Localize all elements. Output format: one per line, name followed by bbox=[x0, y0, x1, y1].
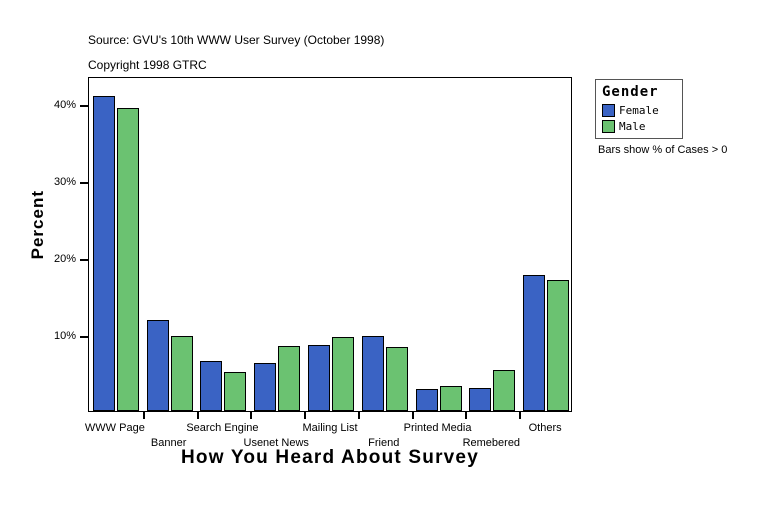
copyright-caption: Copyright 1998 GTRC bbox=[88, 58, 207, 72]
y-axis-tick-label: 10% bbox=[53, 329, 76, 342]
legend-item-female: Female bbox=[602, 103, 676, 117]
x-axis-label-remebered: Remebered bbox=[462, 437, 521, 449]
x-axis-tick bbox=[465, 411, 468, 419]
x-axis-label-others: Others bbox=[528, 422, 562, 434]
bar-usenet-news-male bbox=[278, 346, 301, 411]
y-axis-tick: 20% bbox=[54, 253, 89, 265]
legend-swatch-male bbox=[602, 119, 615, 133]
source-caption: Source: GVU's 10th WWW User Survey (Octo… bbox=[88, 33, 385, 47]
legend-entries: Female Male bbox=[602, 103, 676, 133]
plot-frame: 10% 20% 30% 40% bbox=[54, 77, 572, 419]
y-axis-tick: 40% bbox=[54, 99, 89, 111]
y-axis-tick: 30% bbox=[54, 176, 89, 188]
y-axis-title: Percent bbox=[28, 190, 47, 260]
x-axis-tick bbox=[250, 411, 253, 419]
x-axis-label-mailing-list: Mailing List bbox=[302, 422, 358, 434]
y-axis-tick-label: 20% bbox=[53, 252, 76, 265]
bar-friend-female bbox=[361, 336, 384, 411]
bar-www-page-female bbox=[92, 96, 115, 411]
bar-usenet-news-female bbox=[254, 363, 277, 411]
x-axis-tick bbox=[411, 411, 414, 419]
bar-search-engine-male bbox=[224, 371, 247, 411]
bar-mailing-list-male bbox=[332, 337, 354, 411]
y-axis-tick-label: 30% bbox=[53, 175, 76, 188]
x-axis-title: How You Heard About Survey bbox=[181, 447, 479, 468]
bar-banner-female bbox=[146, 320, 169, 411]
legend-swatch-female bbox=[602, 103, 615, 117]
y-axis-tick: 10% bbox=[54, 330, 89, 342]
x-axis-label-usenet-news: Usenet News bbox=[243, 437, 309, 449]
bar-printed-media-female bbox=[415, 389, 438, 411]
bar-others-female bbox=[523, 275, 546, 411]
legend-title: Gender bbox=[602, 84, 659, 100]
legend-label: Female bbox=[619, 103, 659, 117]
x-axis-tick bbox=[304, 411, 307, 419]
bar-friend-male bbox=[385, 347, 408, 411]
x-axis-label-banner: Banner bbox=[150, 437, 187, 449]
x-axis-tick bbox=[357, 411, 360, 419]
legend: Gender Female Male bbox=[595, 79, 683, 139]
plot-area: 10% 20% 30% 40% bbox=[54, 78, 571, 419]
bar-others-male bbox=[547, 280, 570, 411]
y-axis-tick-label: 40% bbox=[53, 98, 76, 111]
legend-item-male: Male bbox=[602, 119, 676, 133]
bar-remebered-female bbox=[469, 387, 492, 411]
x-axis-tick bbox=[142, 411, 145, 419]
legend-label: Male bbox=[619, 119, 646, 133]
x-axis-label-www-page: WWW Page bbox=[84, 422, 145, 434]
bar-mailing-list-female bbox=[308, 344, 330, 411]
x-axis-label-friend: Friend bbox=[368, 437, 400, 449]
legend-footnote: Bars show % of Cases > 0 bbox=[598, 144, 728, 156]
bar-www-page-male bbox=[116, 107, 139, 411]
x-axis-label-printed-media: Printed Media bbox=[403, 422, 472, 434]
bar-search-engine-female bbox=[200, 360, 223, 411]
x-axis-tick bbox=[196, 411, 199, 419]
x-axis-label-search-engine: Search Engine bbox=[186, 422, 259, 434]
bar-remebered-male bbox=[493, 370, 516, 411]
bar-banner-male bbox=[170, 336, 193, 411]
x-axis-tick bbox=[519, 411, 522, 419]
bar-printed-media-male bbox=[439, 385, 462, 411]
